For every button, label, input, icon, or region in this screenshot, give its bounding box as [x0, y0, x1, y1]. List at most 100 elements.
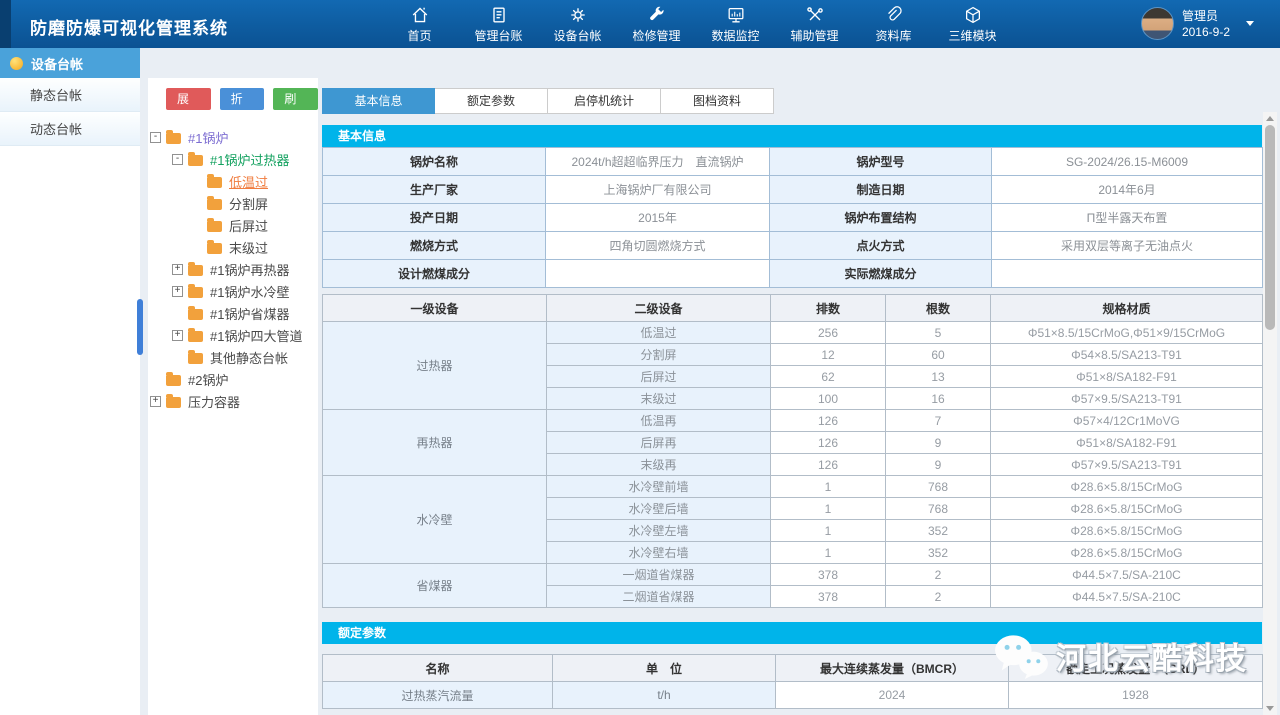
spec-cell: Φ54×8.5/SA213-T91 [990, 343, 1263, 366]
nav-label: 设备台帐 [553, 28, 602, 43]
table-row: 设计燃煤成分 实际燃煤成分 [322, 259, 1263, 288]
field-label: 实际燃煤成分 [769, 259, 992, 288]
spec-cell: Φ28.6×5.8/15CrMoG [990, 541, 1263, 564]
tab-startstop-stats[interactable]: 启停机统计 [548, 88, 661, 114]
tree-expander[interactable]: - [150, 131, 161, 143]
field-value: 四角切圆燃烧方式 [545, 231, 770, 260]
table-row: 二烟道省煤器 378 2 Φ44.5×7.5/SA-210C [323, 585, 1263, 608]
nav-item-3d[interactable]: 三维模块 [933, 0, 1012, 48]
spec-cell: Φ28.6×5.8/15CrMoG [990, 519, 1263, 542]
collapse-button[interactable]: 折叠 [219, 88, 265, 128]
nav-item-monitoring[interactable]: 数据监控 [696, 0, 775, 48]
tree-node-boiler1-superheater[interactable]: - #1锅炉过热器 [148, 148, 318, 170]
wrench-icon [649, 6, 664, 20]
tree-expander[interactable]: + [172, 329, 183, 341]
spec-cell: Φ57×9.5/SA213-T91 [990, 387, 1263, 410]
sidebar-item-dynamic-ledger[interactable]: 动态台帐 [0, 112, 140, 146]
column-header: 最大连续蒸发量（BMCR） [775, 654, 1009, 682]
tree-node-boiler1-four-pipes[interactable]: + #1锅炉四大管道 [148, 324, 318, 346]
rows-cell: 256 [770, 321, 886, 344]
tree-node-label: #1锅炉过热器 [210, 152, 290, 168]
table-row: 省煤器 一烟道省煤器 378 2 Φ44.5×7.5/SA-210C [322, 563, 1263, 608]
count-cell: 7 [885, 409, 991, 432]
field-value: 上海锅炉厂有限公司 [545, 175, 770, 204]
nav-item-equipment[interactable]: 设备台帐 [538, 0, 617, 48]
nav-item-ledger[interactable]: 管理台账 [459, 0, 538, 48]
tree-node-low-temp-superheater[interactable]: 低温过 [148, 170, 318, 192]
folder-icon [207, 239, 222, 254]
tree-node-boiler1[interactable]: - #1锅炉 [148, 126, 318, 148]
user-avatar [1140, 7, 1174, 40]
field-label: 投产日期 [322, 203, 546, 232]
main-scrollbar[interactable] [1263, 112, 1277, 715]
nav-item-library[interactable]: 资料库 [854, 0, 933, 48]
count-cell: 352 [885, 541, 991, 564]
field-value: 采用双层等离子无油点火 [991, 231, 1263, 260]
tree-node-final-superheater[interactable]: 末级过 [148, 236, 318, 258]
subdevice-cell: 一烟道省煤器 [546, 563, 771, 586]
count-cell: 5 [885, 321, 991, 344]
spec-cell: Φ57×4/12Cr1MoVG [990, 409, 1263, 432]
tree-expander[interactable]: + [172, 263, 183, 275]
param-unit-cell: t/h [552, 681, 776, 709]
group-cell: 过热器 [322, 321, 547, 410]
table-row: 锅炉名称 2024t/h超超临界压力 直流锅炉 锅炉型号 SG-2024/26.… [322, 147, 1263, 176]
sidebar-item-static-ledger[interactable]: 静态台帐 [0, 78, 140, 112]
nav-item-home[interactable]: 首页 [380, 0, 459, 48]
nav-label: 数据监控 [711, 28, 760, 43]
nav-item-maintenance[interactable]: 检修管理 [617, 0, 696, 48]
tree-node-label: #1锅炉四大管道 [210, 328, 303, 344]
tree-node-label: 后屏过 [229, 218, 269, 234]
rows-cell: 1 [770, 497, 886, 520]
scroll-up-icon[interactable] [1266, 116, 1274, 121]
rows-cell: 12 [770, 343, 886, 366]
tree-node-boiler1-economizer[interactable]: #1锅炉省煤器 [148, 302, 318, 324]
nav-item-auxiliary[interactable]: 辅助管理 [775, 0, 854, 48]
tab-rated-params[interactable]: 额定参数 [435, 88, 548, 114]
nav-label: 检修管理 [632, 28, 681, 43]
sidebar-scrollbar-thumb[interactable] [137, 299, 143, 355]
cube-icon [965, 6, 980, 23]
rated-params-table: 名称 单 位 最大连续蒸发量（BMCR） 额定工况蒸发量 （BRL） 过热蒸汽流… [322, 654, 1263, 709]
tree-node-boiler1-waterwall[interactable]: + #1锅炉水冷壁 [148, 280, 318, 302]
table-row: 燃烧方式 四角切圆燃烧方式 点火方式 采用双层等离子无油点火 [322, 231, 1263, 260]
column-header: 二级设备 [546, 294, 771, 322]
refresh-button[interactable]: 刷新 [273, 88, 319, 128]
scroll-down-icon[interactable] [1266, 706, 1274, 711]
subdevice-cell: 低温再 [546, 409, 771, 432]
param-brl-cell: 1928 [1008, 681, 1263, 709]
folder-icon [207, 217, 222, 232]
tree-node-boiler2[interactable]: #2锅炉 [148, 368, 318, 390]
field-label: 锅炉布置结构 [769, 203, 992, 232]
rows-cell: 126 [770, 453, 886, 476]
expand-button[interactable]: 展开 [166, 88, 211, 128]
tree-node-division-panel[interactable]: 分割屏 [148, 192, 318, 214]
subdevice-cell: 水冷壁左墙 [546, 519, 771, 542]
ledger-icon [492, 7, 505, 22]
rows-cell: 1 [770, 541, 886, 564]
tree-expander[interactable]: - [172, 153, 183, 165]
tree-expander[interactable]: + [172, 285, 183, 297]
tab-drawings[interactable]: 图档资料 [661, 88, 774, 114]
tree-expander[interactable]: + [150, 395, 161, 407]
tree-node-rear-panel-superheater[interactable]: 后屏过 [148, 214, 318, 236]
sidebar-header-equipment-ledger[interactable]: 设备台帐 [0, 48, 140, 78]
tree-node-pressure-vessel[interactable]: + 压力容器 [148, 390, 318, 412]
column-header: 单 位 [552, 654, 776, 682]
count-cell: 352 [885, 519, 991, 542]
tree-node-label: #1锅炉 [188, 130, 229, 146]
user-menu[interactable]: 管理员 2016-9-2 [1140, 7, 1254, 40]
field-value: 2015年 [545, 203, 770, 232]
tree-node-boiler1-reheater[interactable]: + #1锅炉再热器 [148, 258, 318, 280]
main-scrollbar-thumb[interactable] [1265, 125, 1275, 330]
tree-node-label: 低温过 [229, 174, 269, 190]
folder-icon [166, 129, 181, 144]
tree-node-label: #1锅炉再热器 [210, 262, 290, 278]
field-label: 燃烧方式 [322, 231, 546, 260]
tree-node-other-static-ledger[interactable]: 其他静态台帐 [148, 346, 318, 368]
folder-icon [188, 151, 203, 166]
tab-basic-info[interactable]: 基本信息 [322, 88, 435, 114]
count-cell: 2 [885, 563, 991, 586]
user-name: 管理员 [1181, 8, 1218, 23]
